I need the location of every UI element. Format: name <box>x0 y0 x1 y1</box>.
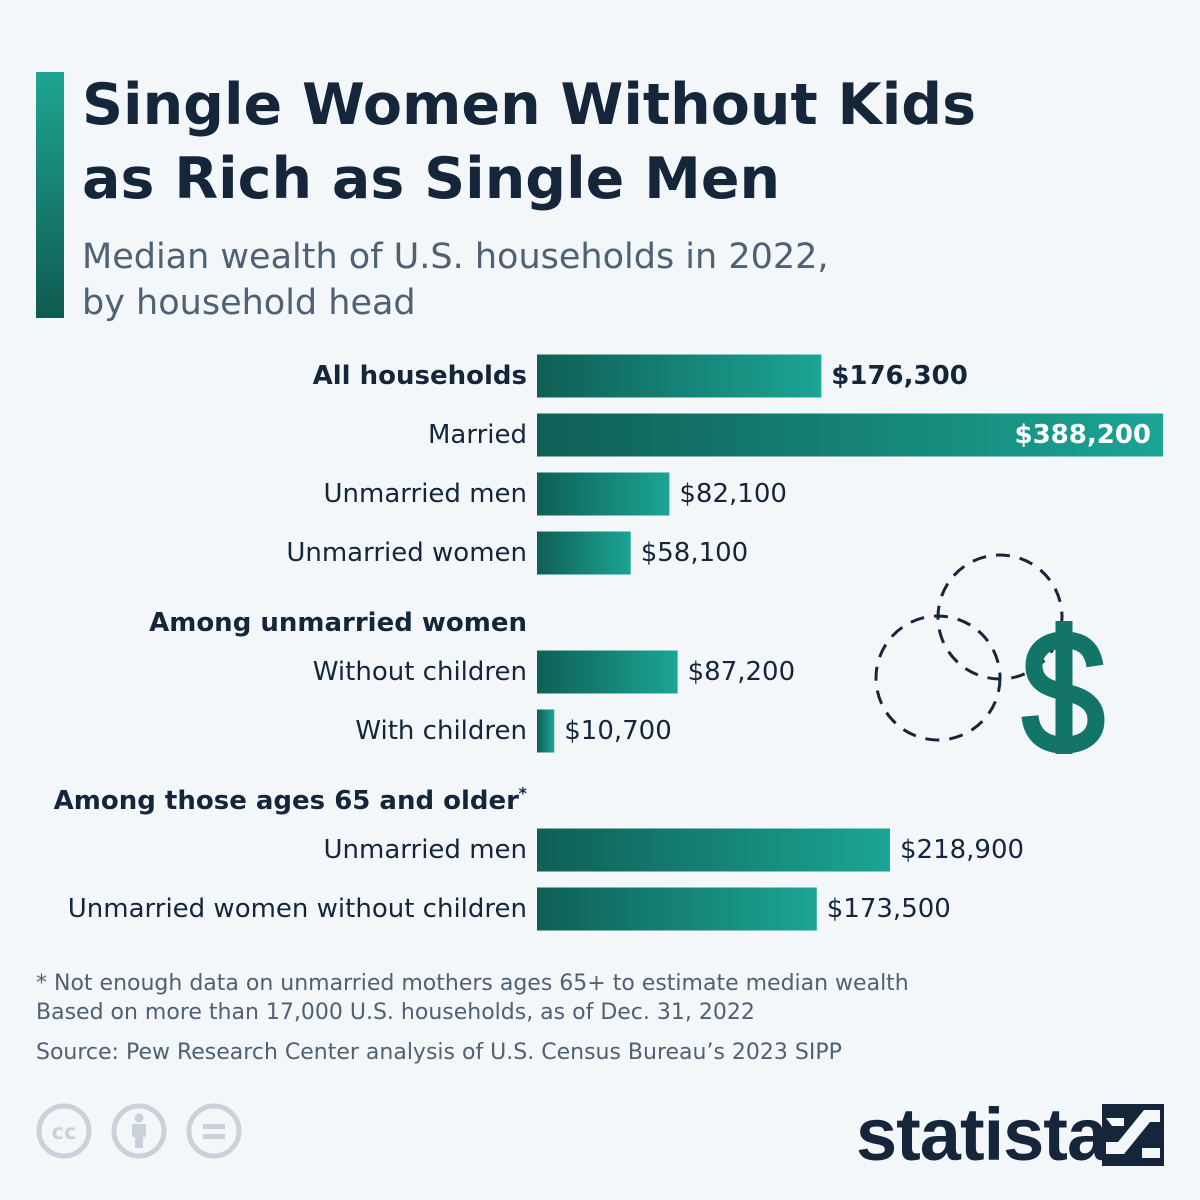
statista-logo[interactable]: statista <box>856 1093 1108 1176</box>
value-label: $10,700 <box>564 716 672 746</box>
category-label: Unmarried men <box>324 835 527 865</box>
attribution-icon[interactable] <box>111 1103 167 1159</box>
bar <box>537 709 555 753</box>
category-label: Unmarried men <box>324 479 527 509</box>
group-heading: Among those ages 65 and older <box>54 786 519 816</box>
value-label: $82,100 <box>679 479 787 509</box>
bar <box>537 472 670 516</box>
creative-commons-icon[interactable]: cc <box>36 1103 92 1159</box>
chart-subtitle: Median wealth of U.S. households in 2022… <box>82 234 1082 326</box>
bar <box>537 531 631 575</box>
group-heading: Among unmarried women <box>149 608 527 638</box>
chart-title: Single Women Without Kids as Rich as Sin… <box>82 68 1162 216</box>
bar <box>537 828 890 872</box>
category-label: Without children <box>313 657 527 687</box>
bar <box>537 887 817 931</box>
value-label: $87,200 <box>688 657 796 687</box>
statista-logo-mark <box>1102 1104 1164 1166</box>
no-derivatives-icon[interactable] <box>186 1103 242 1159</box>
value-label: $58,100 <box>641 538 749 568</box>
bar <box>537 354 822 398</box>
category-label: All households <box>313 361 527 391</box>
dashed-coins-icon <box>874 553 1064 742</box>
svg-text:cc: cc <box>52 1120 77 1144</box>
group-heading-mark: * <box>519 784 528 803</box>
subtitle-line: by household head <box>82 283 416 323</box>
value-label: $173,500 <box>827 894 951 924</box>
title-line: Single Women Without Kids <box>82 72 976 138</box>
category-label: Married <box>428 420 527 450</box>
category-label: Unmarried women <box>286 538 527 568</box>
value-label: $388,200 <box>1014 420 1151 450</box>
bar <box>537 413 1163 457</box>
bar <box>537 650 678 694</box>
footnote-line: * Not enough data on unmarried mothers a… <box>36 971 909 996</box>
value-label: $218,900 <box>900 835 1024 865</box>
source-note: Source: Pew Research Center analysis of … <box>36 1040 842 1065</box>
footnote: * Not enough data on unmarried mothers a… <box>36 969 909 1027</box>
category-label: With children <box>355 716 527 746</box>
subtitle-line: Median wealth of U.S. households in 2022… <box>82 237 829 277</box>
accent-bar <box>36 72 64 318</box>
dollar-sign-icon <box>1021 621 1105 754</box>
value-label: $176,300 <box>831 361 968 391</box>
footnote-line: Based on more than 17,000 U.S. household… <box>36 1000 755 1025</box>
title-line: as Rich as Single Men <box>82 146 781 212</box>
category-label: Unmarried women without children <box>68 894 527 924</box>
